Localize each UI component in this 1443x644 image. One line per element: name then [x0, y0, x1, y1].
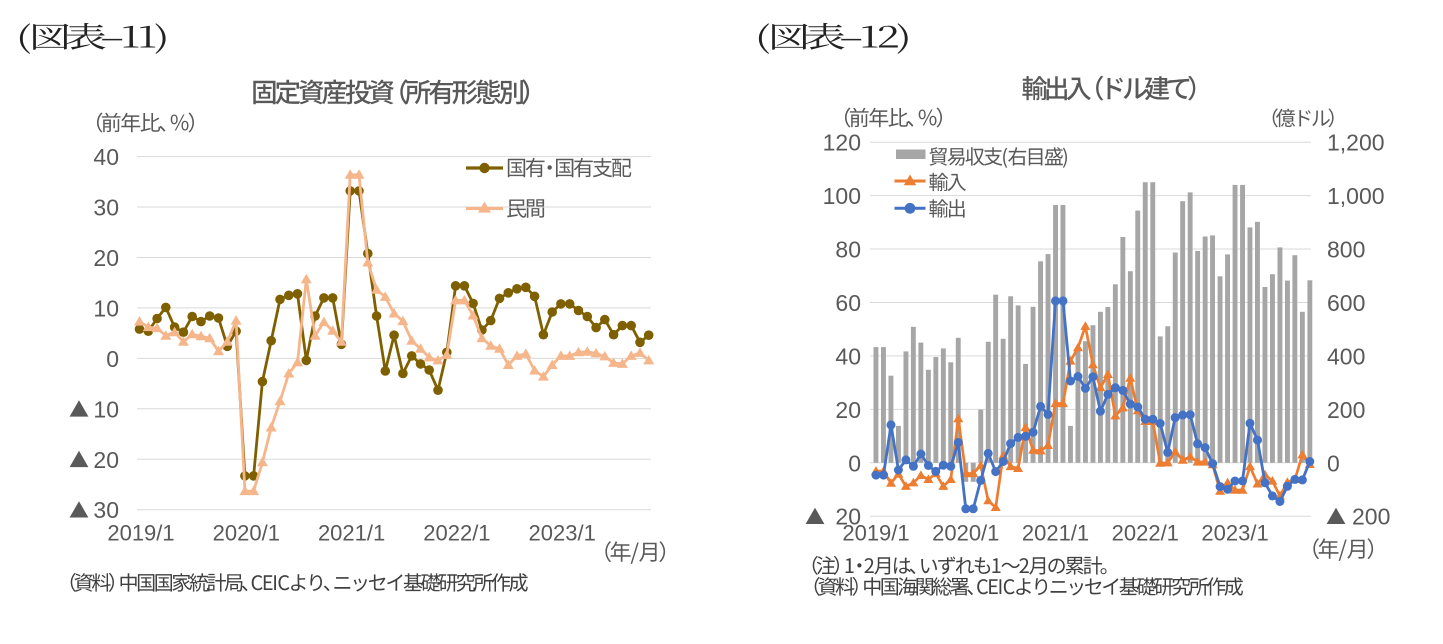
svg-text:200: 200: [1352, 504, 1390, 530]
svg-text:40: 40: [93, 144, 119, 170]
svg-text:1,200: 1,200: [1327, 130, 1385, 156]
svg-text:60: 60: [835, 290, 861, 316]
svg-text:100: 100: [823, 183, 861, 209]
svg-text:80: 80: [835, 237, 861, 263]
svg-text:2019/1: 2019/1: [842, 521, 909, 546]
svg-text:2020/1: 2020/1: [932, 521, 999, 546]
svg-text:0: 0: [1327, 450, 1340, 476]
svg-text:30: 30: [93, 195, 119, 221]
svg-text:20: 20: [93, 245, 119, 271]
svg-text:20: 20: [835, 504, 861, 530]
svg-text:2020/1: 2020/1: [213, 521, 280, 546]
svg-text:2019/1: 2019/1: [107, 521, 174, 546]
svg-text:120: 120: [823, 130, 861, 156]
svg-text:2022/1: 2022/1: [423, 521, 490, 546]
svg-text:2021/1: 2021/1: [318, 521, 385, 546]
svg-text:0: 0: [848, 450, 861, 476]
svg-text:40: 40: [835, 343, 861, 369]
svg-text:10: 10: [93, 295, 119, 321]
svg-text:2022/1: 2022/1: [1112, 521, 1179, 546]
svg-text:2021/1: 2021/1: [1022, 521, 1089, 546]
svg-text:800: 800: [1327, 237, 1365, 263]
svg-text:0: 0: [106, 346, 119, 372]
svg-text:600: 600: [1327, 290, 1365, 316]
svg-text:10: 10: [93, 396, 119, 422]
svg-text:2023/1: 2023/1: [529, 521, 596, 546]
svg-text:1,000: 1,000: [1327, 183, 1385, 209]
svg-text:200: 200: [1327, 397, 1365, 423]
svg-text:2023/1: 2023/1: [1201, 521, 1268, 546]
svg-text:400: 400: [1327, 343, 1365, 369]
svg-text:20: 20: [835, 397, 861, 423]
svg-text:20: 20: [93, 447, 119, 473]
svg-text:30: 30: [93, 497, 119, 523]
